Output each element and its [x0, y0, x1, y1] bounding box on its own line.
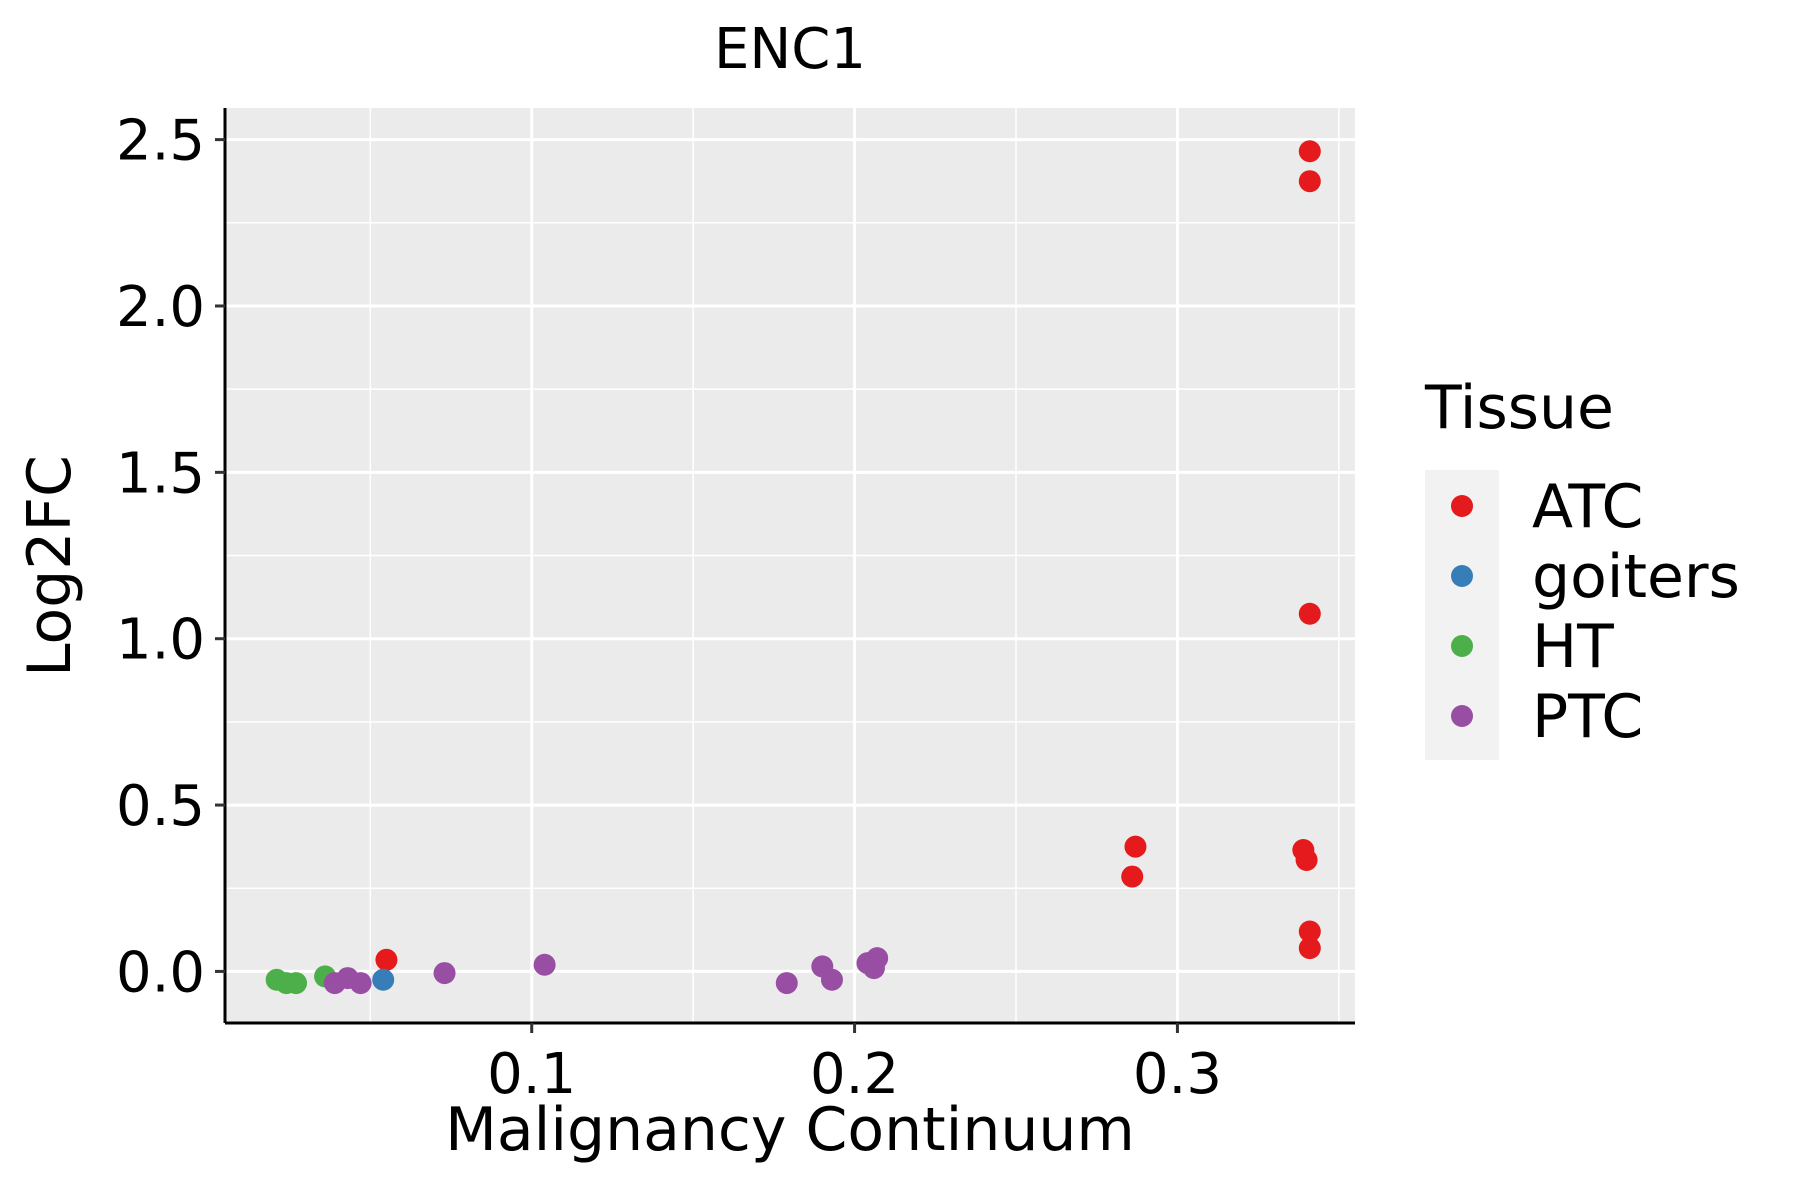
point-atc — [375, 948, 398, 971]
legend-label-goiters: goiters — [1532, 542, 1740, 612]
legend-title: Tissue — [1424, 373, 1614, 443]
x-tick-label: 0.1 — [487, 1042, 576, 1107]
point-goiters — [372, 968, 395, 991]
point-ptc — [820, 968, 843, 991]
y-axis-title: Log2FC — [15, 455, 85, 677]
major-gridlines — [225, 108, 1355, 1023]
point-atc — [1124, 835, 1147, 858]
chart-title: ENC1 — [714, 17, 866, 82]
y-tick-label: 0.0 — [116, 940, 205, 1005]
x-tick-label: 0.2 — [810, 1042, 899, 1107]
point-ptc — [349, 972, 372, 995]
point-atc — [1298, 170, 1321, 193]
legend-key-goiters — [1451, 565, 1473, 587]
point-ptc — [533, 953, 556, 976]
point-ht — [285, 972, 308, 995]
point-ptc — [775, 972, 798, 995]
point-atc — [1298, 602, 1321, 625]
point-ptc — [866, 947, 889, 970]
legend-label-atc: ATC — [1532, 472, 1643, 542]
legend-label-ptc: PTC — [1532, 682, 1643, 752]
x-tick-label: 0.3 — [1133, 1042, 1222, 1107]
point-atc — [1121, 865, 1144, 888]
data-points — [265, 140, 1321, 995]
point-atc — [1295, 848, 1318, 871]
legend-key-ptc — [1451, 705, 1473, 727]
y-tick-label: 2.0 — [116, 275, 205, 340]
minor-gridlines — [225, 108, 1355, 1023]
y-tick-label: 1.0 — [116, 608, 205, 673]
y-tick-label: 1.5 — [116, 441, 205, 506]
legend-label-ht: HT — [1532, 612, 1614, 682]
plot-panel — [225, 108, 1355, 1023]
point-atc — [1298, 920, 1321, 943]
point-atc — [1298, 140, 1321, 163]
legend-key-ht — [1451, 635, 1473, 657]
x-axis-ticks: 0.1 0.2 0.3 — [487, 1023, 1222, 1107]
legend-key-atc — [1451, 495, 1473, 517]
y-axis-ticks: 0.0 0.5 1.0 1.5 2.0 2.5 — [116, 109, 225, 1005]
point-atc — [1298, 937, 1321, 960]
x-axis-title: Malignancy Continuum — [445, 1095, 1135, 1165]
y-tick-label: 2.5 — [116, 109, 205, 174]
point-ptc — [433, 962, 456, 985]
y-tick-label: 0.5 — [116, 774, 205, 839]
